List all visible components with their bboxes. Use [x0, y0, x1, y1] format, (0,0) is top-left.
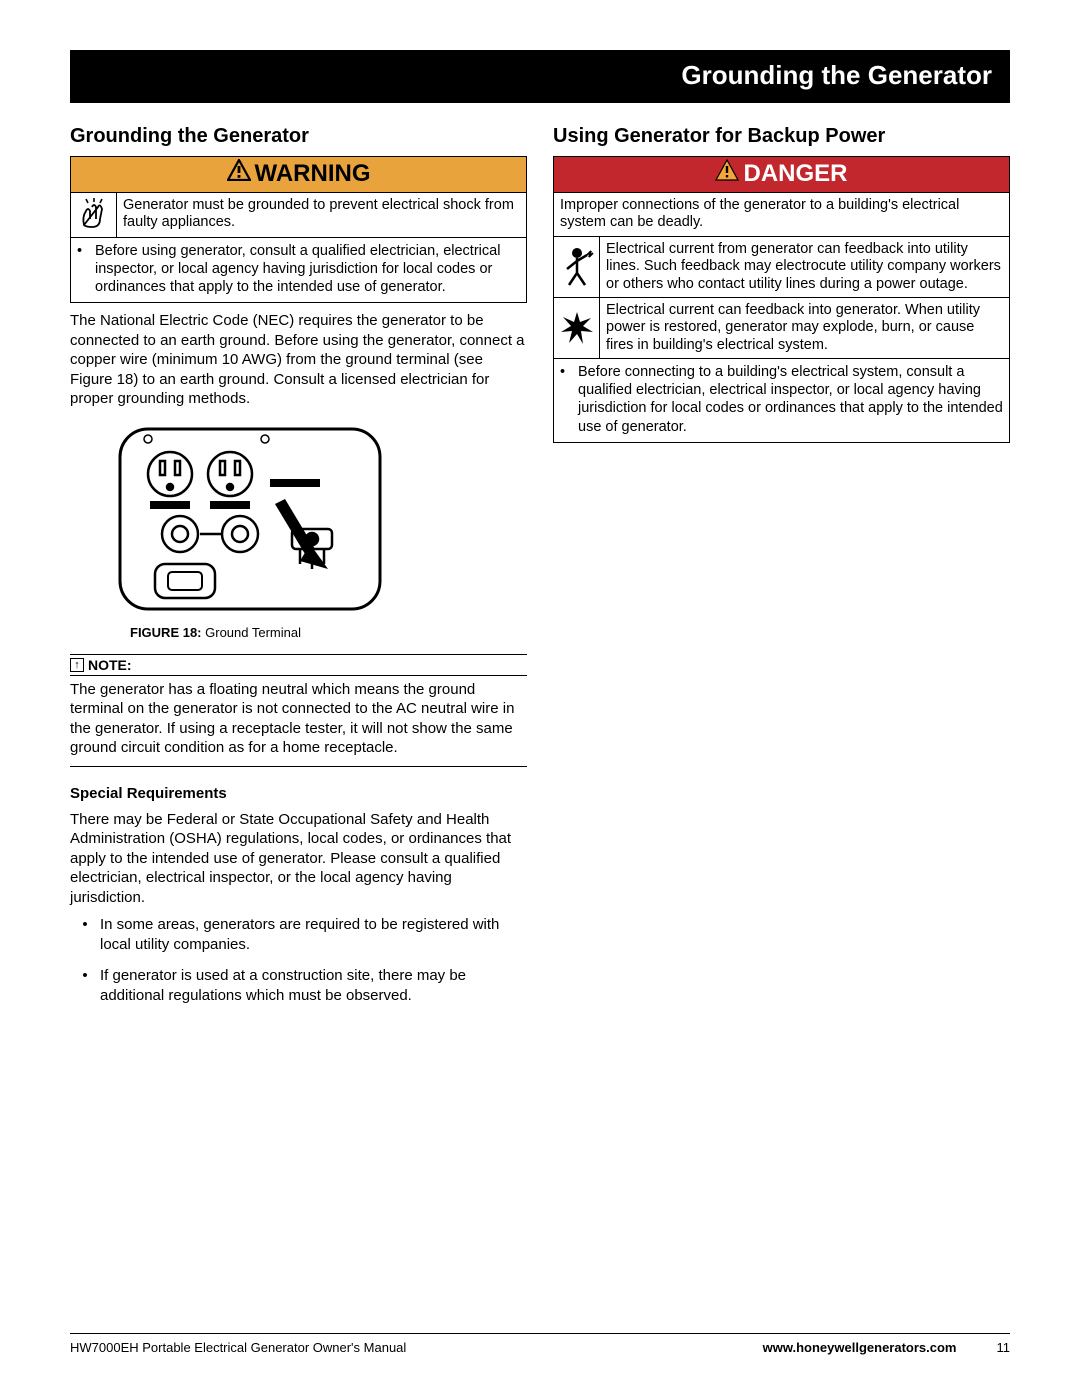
- figure-18: [110, 419, 527, 619]
- right-column: Using Generator for Backup Power DANGER …: [553, 125, 1010, 1017]
- content-columns: Grounding the Generator WARNING: [70, 125, 1010, 1017]
- bullet-dot: •: [70, 915, 100, 954]
- shock-hand-icon: [71, 193, 117, 237]
- left-column: Grounding the Generator WARNING: [70, 125, 527, 1017]
- danger-row1-text: Electrical current from generator can fe…: [600, 237, 1009, 297]
- danger-row-explode: Electrical current can feedback into gen…: [554, 298, 1009, 359]
- danger-bullet-text: Before connecting to a building's electr…: [578, 363, 1003, 436]
- warning-triangle-icon: [227, 159, 251, 188]
- warning-bullet-text: Before using generator, consult a qualif…: [95, 242, 520, 296]
- list-item: • In some areas, generators are required…: [70, 915, 527, 954]
- figure-label: FIGURE 18:: [130, 625, 202, 640]
- note-label: NOTE:: [88, 657, 132, 673]
- warning-label: WARNING: [255, 160, 371, 188]
- page-footer: HW7000EH Portable Electrical Generator O…: [70, 1333, 1010, 1355]
- note-text: The generator has a floating neutral whi…: [70, 680, 527, 758]
- left-heading: Grounding the Generator: [70, 125, 527, 148]
- explosion-icon: [554, 298, 600, 358]
- list-item-text: If generator is used at a construction s…: [100, 966, 527, 1005]
- danger-intro: Improper connections of the generator to…: [554, 193, 1009, 237]
- list-item: • If generator is used at a construction…: [70, 966, 527, 1005]
- footer-url: www.honeywellgenerators.com: [763, 1340, 957, 1355]
- note-heading: ↑ NOTE:: [70, 655, 527, 676]
- special-req-heading: Special Requirements: [70, 785, 527, 802]
- figure-caption: FIGURE 18: Ground Terminal: [130, 625, 527, 640]
- danger-row2-text: Electrical current can feedback into gen…: [600, 298, 1009, 358]
- footer-page-number: 11: [997, 1340, 1011, 1355]
- right-heading: Using Generator for Backup Power: [553, 125, 1010, 148]
- danger-bullet: • Before connecting to a building's elec…: [554, 359, 1009, 442]
- note-arrow-icon: ↑: [70, 658, 84, 672]
- warning-row-shock: Generator must be grounded to prevent el…: [71, 193, 526, 238]
- footer-manual-title: HW7000EH Portable Electrical Generator O…: [70, 1340, 406, 1355]
- special-req-para: There may be Federal or State Occupation…: [70, 810, 527, 908]
- danger-label: DANGER: [743, 160, 847, 188]
- requirements-list: • In some areas, generators are required…: [70, 915, 527, 1005]
- page-header: Grounding the Generator: [70, 50, 1010, 103]
- danger-row-feedback: Electrical current from generator can fe…: [554, 237, 1009, 298]
- figure-caption-text: Ground Terminal: [202, 625, 301, 640]
- danger-title: DANGER: [554, 157, 1009, 193]
- bullet-dot: •: [70, 966, 100, 1005]
- warning-bullet: • Before using generator, consult a qual…: [71, 238, 526, 302]
- grounding-paragraph: The National Electric Code (NEC) require…: [70, 311, 527, 409]
- electrocute-icon: [554, 237, 600, 297]
- bullet-dot: •: [77, 242, 95, 296]
- warning-title: WARNING: [71, 157, 526, 193]
- danger-triangle-icon: [715, 159, 739, 188]
- danger-box: DANGER Improper connections of the gener…: [553, 156, 1010, 443]
- bullet-dot: •: [560, 363, 578, 436]
- warning-row-text: Generator must be grounded to prevent el…: [117, 193, 526, 236]
- warning-box: WARNING Generator must be grounded to pr…: [70, 156, 527, 303]
- list-item-text: In some areas, generators are required t…: [100, 915, 527, 954]
- note-block: ↑ NOTE: The generator has a floating neu…: [70, 654, 527, 767]
